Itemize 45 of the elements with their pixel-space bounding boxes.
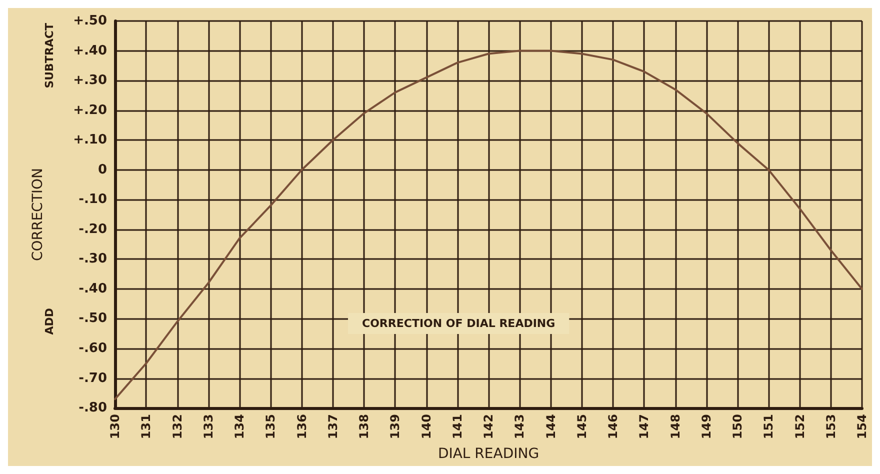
x-tick-label: 146 xyxy=(606,414,620,440)
x-tick-label: 134 xyxy=(232,414,246,440)
x-tick-label: 140 xyxy=(419,414,434,440)
x-tick-label: 143 xyxy=(512,414,527,440)
text: SUBTRACT xyxy=(43,22,56,88)
x-tick-label: 150 xyxy=(730,414,744,440)
x-tick-label: 131 xyxy=(139,414,154,440)
y-tick-label: -.60 xyxy=(78,341,107,356)
y-tick-label: -.50 xyxy=(78,311,107,326)
y-tick-label: +.10 xyxy=(73,132,107,148)
x-tick-label: 138 xyxy=(357,414,371,440)
x-tick-label: 130 xyxy=(108,414,122,440)
x-tick-label: 145 xyxy=(574,414,589,440)
line-series xyxy=(114,50,863,400)
x-tick-label: 141 xyxy=(450,414,464,440)
x-tick-label: 153 xyxy=(824,414,838,440)
x-tick-label: 154 xyxy=(855,414,869,440)
text: ADD xyxy=(43,308,56,335)
y-tick-label: -.30 xyxy=(78,252,107,267)
x-tick-label: 147 xyxy=(637,414,652,440)
x-tick-label: 133 xyxy=(201,414,216,440)
x-tick-label: 149 xyxy=(699,414,714,440)
y-axis-title: CORRECTION xyxy=(30,168,46,262)
x-tick-label: 136 xyxy=(294,414,309,440)
y-tick-label: +.30 xyxy=(73,73,107,88)
x-tick-label: 151 xyxy=(762,414,776,440)
y-tick-label: +.20 xyxy=(73,102,107,118)
y-tick-label: -.20 xyxy=(78,222,107,237)
x-tick-label: 137 xyxy=(326,414,340,440)
x-tick-label: 142 xyxy=(482,414,496,440)
x-tick-label: 148 xyxy=(668,414,682,440)
y-tick-label: -.80 xyxy=(78,400,107,416)
y-tick-label: -.10 xyxy=(78,192,107,208)
x-tick-label: 144 xyxy=(544,414,558,440)
y-tick-label: 0 xyxy=(98,162,107,178)
x-tick-label: 139 xyxy=(388,414,402,440)
y-tick-label: -.70 xyxy=(78,370,107,386)
x-tick-label: 152 xyxy=(792,414,807,440)
y-tick-label: +.40 xyxy=(73,43,107,58)
x-axis-title: DIAL READING xyxy=(438,446,540,462)
x-tick-label: 132 xyxy=(170,414,184,440)
y-tick-label: +.50 xyxy=(73,14,107,28)
x-tick-label: 135 xyxy=(264,414,278,440)
y-tick-label: -.40 xyxy=(78,281,107,296)
annotation: CORRECTION OF DIAL READING xyxy=(362,317,556,330)
